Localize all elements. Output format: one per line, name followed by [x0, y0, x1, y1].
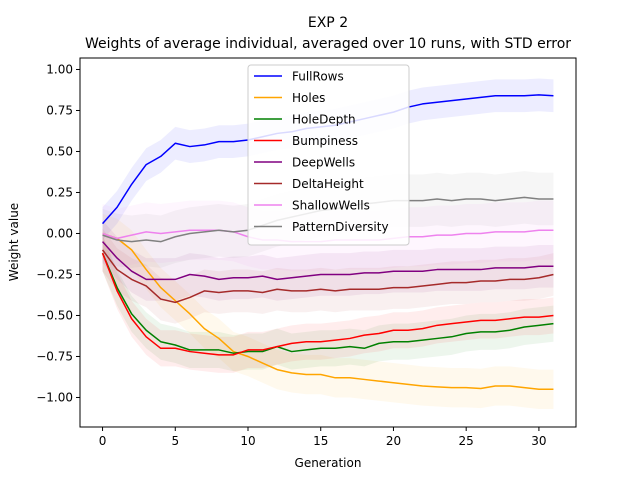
- y-tick-label: −0.50: [36, 308, 73, 322]
- x-axis-label: Generation: [295, 456, 362, 470]
- series-line-deepwells: [101, 241, 554, 281]
- x-axis-ticks: 0 5 10 15 20 25 30: [99, 427, 547, 448]
- chart-title: EXP 2: [308, 15, 348, 31]
- chart-subtitle: Weights of average individual, averaged …: [85, 36, 571, 52]
- x-tick-label: 15: [313, 434, 328, 448]
- error-band-deepwells: [102, 220, 554, 301]
- y-axis-ticks: −1.00 −0.75 −0.50 −0.25 0.00 0.25 0.50 0.75 1.00: [36, 62, 80, 404]
- legend-label-patterndiversity: PatternDiversity: [292, 220, 389, 234]
- series-line-holes: [102, 232, 554, 391]
- y-tick-label: 0.50: [46, 144, 73, 158]
- error-band-holes: [102, 213, 554, 409]
- legend-label-holes: Holes: [292, 91, 325, 105]
- legend-label-holedepth: HoleDepth: [292, 113, 356, 127]
- plot-frame: [79, 57, 577, 428]
- y-tick-label: 0.25: [46, 185, 73, 199]
- x-tick-label: 25: [459, 434, 474, 448]
- y-axis-label: Weight value: [7, 203, 21, 281]
- x-tick-label: 20: [386, 434, 401, 448]
- x-tick-label: 0: [99, 434, 107, 448]
- legend-box: [247, 64, 410, 246]
- y-tick-label: −0.25: [36, 267, 73, 281]
- y-tick-label: −0.75: [36, 349, 73, 363]
- error-band-holedepth: [102, 235, 554, 372]
- y-tick-label: 0.75: [46, 103, 73, 117]
- legend-label-bumpiness: Bumpiness: [292, 134, 358, 148]
- x-tick-label: 30: [531, 434, 546, 448]
- legend: FullRows Holes HoleDepth Bumpiness DeepWells…: [247, 64, 410, 246]
- error-band-deltaheight: [102, 228, 554, 324]
- legend-label-deepwells: DeepWells: [292, 156, 355, 170]
- y-tick-label: −1.00: [36, 390, 73, 404]
- legend-label-fullrows: FullRows: [292, 70, 344, 84]
- y-tick-label: 0.00: [46, 226, 73, 240]
- legend-label-shallowwells: ShallowWells: [292, 199, 370, 213]
- series-line-holedepth: [101, 252, 554, 354]
- series-line-bumpiness: [101, 252, 554, 356]
- legend-label-deltaheight: DeltaHeight: [292, 177, 364, 191]
- x-tick-label: 10: [240, 434, 255, 448]
- y-tick-label: 1.00: [46, 62, 73, 76]
- x-tick-label: 5: [171, 434, 179, 448]
- series-line-deltaheight: [101, 249, 554, 304]
